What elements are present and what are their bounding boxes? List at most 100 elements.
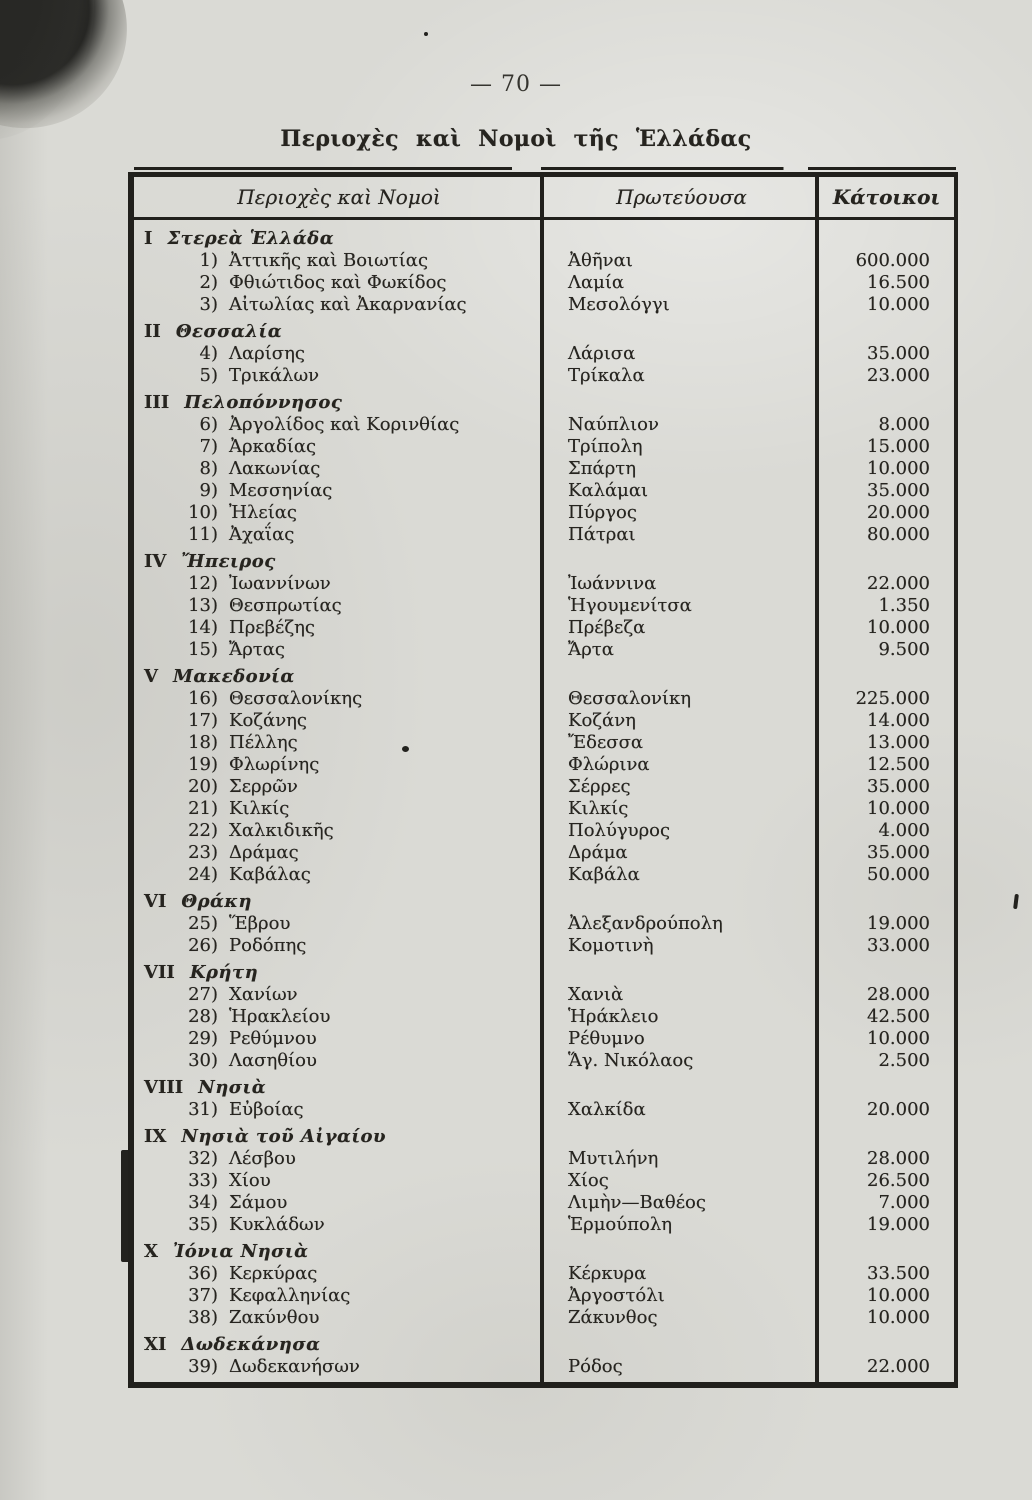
- scan-edge-mark: [121, 1150, 130, 1262]
- capital-cell: Πύργος: [568, 502, 637, 523]
- table-row: 24) Καβάλας Καβάλα 50.000: [134, 864, 954, 886]
- table-row: 18) Πέλλης Ἔδεσσα 13.000: [134, 732, 954, 754]
- population-cell: 50.000: [867, 864, 930, 885]
- region-cell: 18) Πέλλης: [134, 732, 544, 754]
- region-name: Κιλκίς: [229, 798, 290, 819]
- section-name: Θεσσαλία: [175, 321, 283, 342]
- section-name: Θράκη: [181, 891, 252, 912]
- section-cell: VIII Νησιὰ: [134, 1077, 544, 1099]
- capital-cell: Ἀθῆναι: [568, 250, 633, 271]
- column-divider: [540, 177, 544, 1382]
- row-number: 3): [199, 294, 218, 315]
- ink-speck: [402, 746, 409, 752]
- region-cell: 31) Εὐβοίας: [134, 1099, 544, 1121]
- row-number: 34): [188, 1192, 218, 1213]
- region-cell: 34) Σάμου: [134, 1192, 544, 1214]
- row-number: 39): [188, 1356, 218, 1377]
- table-section-row: IX Νησιὰ τοῦ Αἰγαίου: [134, 1126, 954, 1148]
- row-number: 36): [188, 1263, 218, 1284]
- table-row: 19) Φλωρίνης Φλώρινα 12.500: [134, 754, 954, 776]
- region-cell: 11) Ἀχαΐας: [134, 524, 544, 546]
- region-cell: 36) Κερκύρας: [134, 1263, 544, 1285]
- section-name: Στερεὰ Ἑλλάδα: [167, 228, 335, 249]
- capital-cell: Κιλκίς: [568, 798, 629, 819]
- section-cell: I Στερεὰ Ἑλλάδα: [134, 228, 544, 250]
- table-row: 33) Χίου Χίος 26.500: [134, 1170, 954, 1192]
- population-cell: 10.000: [867, 617, 930, 638]
- capital-cell: Χίος: [568, 1170, 609, 1191]
- region-cell: 3) Αἰτωλίας καὶ Ἀκαρνανίας: [134, 294, 544, 316]
- population-cell: 14.000: [867, 710, 930, 731]
- region-cell: 12) Ἰωαννίνων: [134, 573, 544, 595]
- table-section-row: V Μακεδονία: [134, 666, 954, 688]
- capital-cell: Χανιὰ: [568, 984, 624, 1005]
- region-name: Κερκύρας: [229, 1263, 318, 1284]
- region-cell: 39) Δωδεκανήσων: [134, 1356, 544, 1378]
- row-number: 20): [188, 776, 218, 797]
- region-name: Μεσσηνίας: [229, 480, 333, 501]
- table-row: 27) Χανίων Χανιὰ 28.000: [134, 984, 954, 1006]
- section-numeral: VII: [144, 962, 175, 983]
- table-body: I Στερεὰ Ἑλλάδα 1) Ἀττικῆς καὶ Βοιωτίας Ἀθῆν…: [134, 220, 954, 1378]
- region-cell: 37) Κεφαλληνίας: [134, 1285, 544, 1307]
- row-number: 11): [188, 524, 218, 545]
- region-name: Φλωρίνης: [229, 754, 320, 775]
- capital-cell: Κομοτινὴ: [568, 935, 654, 956]
- row-number: 10): [188, 502, 218, 523]
- capital-cell: Ἀργοστόλι: [568, 1285, 665, 1306]
- section-cell: X Ἰόνια Νησιὰ: [134, 1241, 544, 1263]
- section-name: Κρήτη: [189, 962, 259, 983]
- table-row: 22) Χαλκιδικῆς Πολύγυρος 4.000: [134, 820, 954, 842]
- row-number: 19): [188, 754, 218, 775]
- region-name: Ροδόπης: [229, 935, 307, 956]
- population-cell: 10.000: [867, 1307, 930, 1328]
- row-number: 7): [199, 436, 218, 457]
- population-cell: 22.000: [867, 573, 930, 594]
- population-cell: 35.000: [867, 480, 930, 501]
- row-number: 2): [199, 272, 218, 293]
- table-section-row: IV Ἤπειρος: [134, 551, 954, 573]
- row-number: 31): [188, 1099, 218, 1120]
- population-cell: 9.500: [878, 639, 930, 660]
- capital-cell: Λαμία: [568, 272, 625, 293]
- table-row: 12) Ἰωαννίνων Ἰωάννινα 22.000: [134, 573, 954, 595]
- population-cell: 600.000: [855, 250, 930, 271]
- region-cell: 1) Ἀττικῆς καὶ Βοιωτίας: [134, 250, 544, 272]
- section-numeral: III: [144, 392, 170, 413]
- table-row: 11) Ἀχαΐας Πάτραι 80.000: [134, 524, 954, 546]
- table-row: 1) Ἀττικῆς καὶ Βοιωτίας Ἀθῆναι 600.000: [134, 250, 954, 272]
- column-header-capital: Πρωτεύουσα: [616, 185, 747, 209]
- table-section-row: II Θεσσαλία: [134, 321, 954, 343]
- section-name: Νησιὰ τοῦ Αἰγαίου: [181, 1126, 387, 1147]
- region-name: Φθιώτιδος καὶ Φωκίδος: [229, 272, 447, 293]
- row-number: 8): [199, 458, 218, 479]
- section-cell: IV Ἤπειρος: [134, 551, 544, 573]
- population-cell: 19.000: [867, 1214, 930, 1235]
- table-row: 37) Κεφαλληνίας Ἀργοστόλι 10.000: [134, 1285, 954, 1307]
- region-cell: 17) Κοζάνης: [134, 710, 544, 732]
- population-cell: 35.000: [867, 343, 930, 364]
- table-row: 5) Τρικάλων Τρίκαλα 23.000: [134, 365, 954, 387]
- row-number: 38): [188, 1307, 218, 1328]
- section-numeral: XI: [144, 1334, 167, 1355]
- table-row: 20) Σερρῶν Σέρρες 35.000: [134, 776, 954, 798]
- region-name: Χανίων: [229, 984, 298, 1005]
- population-cell: 13.000: [867, 732, 930, 753]
- table-row: 6) Ἀργολίδος καὶ Κορινθίας Ναύπλιον 8.000: [134, 414, 954, 436]
- row-number: 13): [188, 595, 218, 616]
- population-cell: 10.000: [867, 458, 930, 479]
- region-name: Ἄρτας: [229, 639, 285, 660]
- row-number: 9): [199, 480, 218, 501]
- capital-cell: Ἔδεσσα: [568, 732, 644, 753]
- table-row: 36) Κερκύρας Κέρκυρα 33.500: [134, 1263, 954, 1285]
- page-number: — 70 —: [470, 72, 562, 97]
- table-section-row: VI Θράκη: [134, 891, 954, 913]
- capital-cell: Πρέβεζα: [568, 617, 646, 638]
- row-number: 26): [188, 935, 218, 956]
- population-cell: 33.000: [867, 935, 930, 956]
- region-cell: 24) Καβάλας: [134, 864, 544, 886]
- region-name: Ἀργολίδος καὶ Κορινθίας: [229, 414, 460, 435]
- population-cell: 19.000: [867, 913, 930, 934]
- region-name: Σάμου: [229, 1192, 288, 1213]
- section-cell: III Πελοπόννησος: [134, 392, 544, 414]
